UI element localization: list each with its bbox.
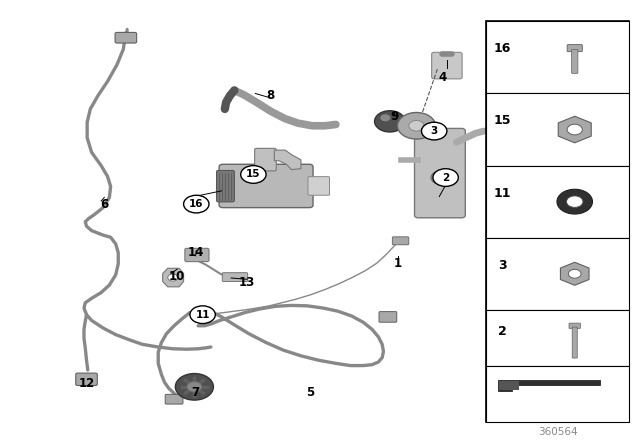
FancyBboxPatch shape [572, 49, 578, 73]
Text: 16: 16 [493, 42, 511, 55]
FancyBboxPatch shape [567, 45, 582, 52]
Circle shape [431, 171, 450, 184]
Bar [486, 366, 629, 422]
Polygon shape [499, 381, 519, 390]
FancyBboxPatch shape [415, 129, 465, 218]
Text: 3: 3 [431, 126, 438, 136]
FancyBboxPatch shape [222, 273, 248, 281]
FancyBboxPatch shape [431, 52, 462, 79]
FancyBboxPatch shape [115, 32, 137, 43]
Polygon shape [498, 380, 600, 391]
Text: 7: 7 [191, 386, 199, 399]
Circle shape [397, 112, 435, 139]
Text: 13: 13 [239, 276, 255, 289]
Text: 8: 8 [266, 89, 275, 102]
FancyBboxPatch shape [219, 164, 313, 207]
Circle shape [568, 269, 581, 278]
Text: 6: 6 [100, 198, 108, 211]
Circle shape [380, 114, 390, 121]
FancyBboxPatch shape [572, 327, 577, 358]
Polygon shape [561, 262, 589, 285]
Polygon shape [275, 150, 301, 170]
FancyBboxPatch shape [255, 148, 276, 171]
Circle shape [374, 111, 405, 132]
Bar [486, 166, 629, 238]
Text: 15: 15 [246, 169, 260, 180]
Circle shape [409, 121, 424, 131]
Polygon shape [558, 116, 591, 143]
Bar [486, 22, 629, 422]
Bar [486, 238, 629, 310]
Text: 15: 15 [493, 114, 511, 127]
FancyBboxPatch shape [76, 373, 97, 385]
Bar [486, 310, 629, 366]
Text: 360564: 360564 [538, 427, 577, 437]
Text: 4: 4 [438, 72, 447, 85]
FancyBboxPatch shape [569, 323, 580, 328]
Circle shape [175, 374, 213, 400]
Polygon shape [163, 268, 184, 287]
FancyBboxPatch shape [308, 177, 330, 195]
Text: 11: 11 [493, 186, 511, 199]
Text: 11: 11 [195, 310, 210, 320]
FancyBboxPatch shape [165, 394, 183, 404]
Circle shape [168, 274, 178, 281]
FancyBboxPatch shape [185, 248, 209, 262]
Circle shape [184, 195, 209, 213]
Text: 9: 9 [390, 110, 398, 124]
FancyBboxPatch shape [216, 171, 234, 202]
Circle shape [190, 306, 215, 323]
Text: 12: 12 [78, 377, 95, 390]
Text: 1: 1 [394, 257, 402, 270]
Text: 5: 5 [306, 386, 314, 399]
Text: 2: 2 [498, 324, 506, 337]
Text: 10: 10 [169, 270, 186, 283]
Bar [486, 94, 629, 166]
Text: 2: 2 [442, 172, 449, 182]
Circle shape [567, 124, 582, 135]
Circle shape [566, 196, 583, 207]
Circle shape [187, 382, 202, 392]
Text: 16: 16 [189, 199, 204, 209]
Text: 14: 14 [188, 246, 204, 259]
Circle shape [241, 166, 266, 183]
FancyBboxPatch shape [379, 312, 397, 322]
Bar [486, 22, 629, 94]
FancyBboxPatch shape [392, 237, 409, 245]
Circle shape [433, 169, 458, 186]
Text: 3: 3 [498, 258, 506, 271]
Circle shape [557, 189, 593, 214]
Circle shape [422, 122, 447, 140]
